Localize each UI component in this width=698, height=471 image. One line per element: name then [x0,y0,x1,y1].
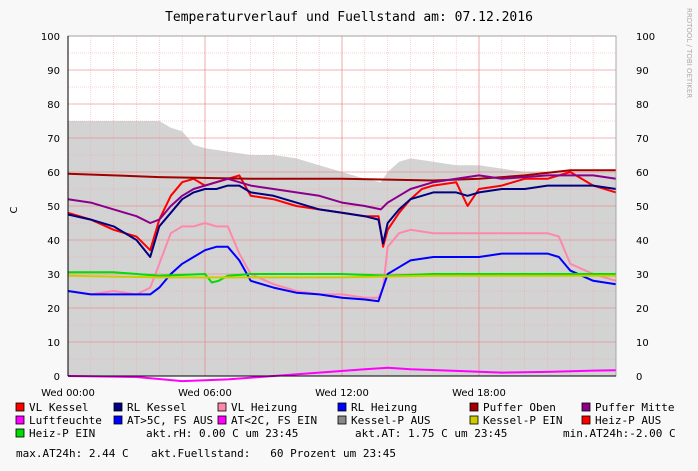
legend-label: RL Heizung [351,401,417,414]
y-tick-label-left: 100 [41,32,60,43]
legend: VL Kessel RL Kessel VL Heizung RL Heizung Pu… [15,401,674,440]
y-axis-label: C [9,206,20,213]
series-line [67,366,617,383]
legend-label: Puffer Oben [483,401,556,414]
x-tick-label: Wed 18:00 [452,388,506,399]
chart-title: Temperaturverlauf und Fuellstand am: 07.… [165,10,533,25]
legend-swatch [469,402,479,412]
y-tick-label-left: 90 [47,66,60,77]
legend-label: VL Kessel [29,401,89,414]
y-tick-label-right: 80 [636,100,649,111]
status-value: akt.rH: 0.00 C um 23:45 [146,427,298,440]
y-tick-label-left: 20 [47,304,60,315]
y-tick-label-right: 100 [636,32,655,43]
tick-labels: 0 0 10 10 20 20 30 30 40 40 50 50 60 60 70 70 80 80 90 90 10… [41,32,655,399]
legend-swatch [15,428,25,438]
y-tick-label-left: 30 [47,270,60,281]
y-tick-label-right: 60 [636,168,649,179]
status-value: akt.Fuellstand: 60 Prozent um 23:45 [151,447,396,460]
y-tick-label-right: 10 [636,338,649,349]
y-tick-label-right: 50 [636,202,649,213]
legend-label: Puffer Mitte [595,401,674,414]
legend-label: Luftfeuchte [29,414,102,427]
y-tick-label-right: 90 [636,66,649,77]
x-tick-label: Wed 12:00 [315,388,369,399]
legend-swatch [217,415,227,425]
legend-label: AT>5C, FS AUS [127,414,213,427]
status-value: akt.AT: 1.75 C um 23:45 [355,427,507,440]
legend-swatch [15,402,25,412]
legend-swatch [15,415,25,425]
y-tick-label-left: 60 [47,168,60,179]
legend-label: Heiz-P AUS [595,414,661,427]
x-tick-label: Wed 06:00 [178,388,232,399]
legend-swatch [337,402,347,412]
side-credit: RRDTOOL / TOBI OETIKER [685,8,693,98]
legend-swatch [337,415,347,425]
legend-swatch [469,415,479,425]
status-value: min.AT24h:-2.00 C [563,427,676,440]
legend-label: Kessel-P AUS [351,414,430,427]
y-tick-label-left: 50 [47,202,60,213]
series-line [67,184,617,258]
status-value: max.AT24h: 2.44 C [16,447,129,460]
series-line [67,169,616,182]
legend-swatch [581,415,591,425]
legend-label: RL Kessel [127,401,187,414]
legend-swatch [113,415,123,425]
legend-swatch [113,402,123,412]
series-line [68,271,616,284]
legend-swatch [581,402,591,412]
legend-label: Kessel-P EIN [483,414,562,427]
legend-label: VL Heizung [231,401,297,414]
y-tick-label-left: 0 [54,372,60,383]
y-tick-label-right: 0 [636,372,642,383]
y-tick-label-right: 40 [636,236,649,247]
y-tick-label-right: 30 [636,270,649,281]
y-tick-label-left: 10 [47,338,60,349]
legend-label: AT<2C, FS EIN [231,414,317,427]
legend-swatch [217,402,227,412]
y-tick-label-right: 20 [636,304,649,315]
series-line [67,174,617,224]
series-line [67,274,616,279]
y-tick-label-left: 80 [47,100,60,111]
legend-label: Heiz-P EIN [29,427,95,440]
x-tick-label: Wed 00:00 [41,388,95,399]
y-tick-label-right: 70 [636,134,649,145]
series-line [67,222,617,299]
series-line [67,245,617,303]
status-text: akt.rH: 0.00 C um 23:45 akt.AT: 1.75 C um… [16,427,676,460]
y-tick-label-left: 70 [47,134,60,145]
series-lines [67,169,617,383]
axes [67,35,617,377]
plot-area [67,35,617,383]
y-tick-label-left: 40 [47,236,60,247]
